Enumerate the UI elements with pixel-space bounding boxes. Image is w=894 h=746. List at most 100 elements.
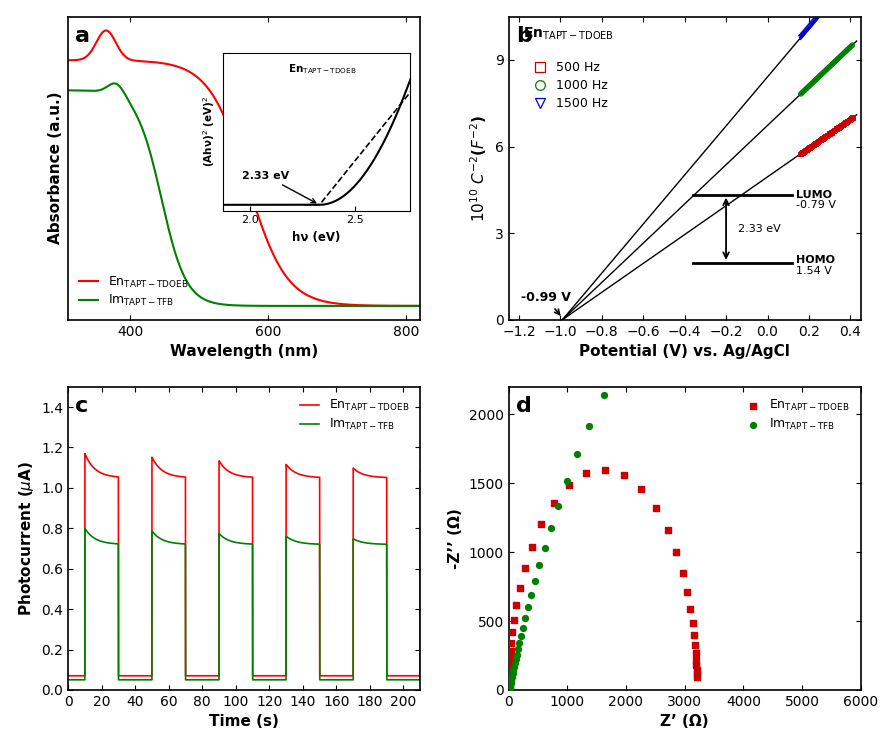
- Point: [810, 136, 824, 148]
- En$_\mathrm{TAPT-TDOEB}$: [502, 681, 516, 693]
- En$_\mathrm{TAPT-TDOEB}$: [502, 684, 516, 696]
- En$_\mathrm{TAPT-TDOEB}$: [688, 659, 703, 671]
- Point: [814, 68, 828, 80]
- Point: [811, 10, 825, 22]
- En$_\mathrm{TAPT-TDOEB}$: [502, 682, 516, 694]
- Point: [796, 28, 810, 40]
- Legend: En$_\mathrm{TAPT-TDOEB}$, Im$_\mathrm{TAPT-TFB}$: En$_\mathrm{TAPT-TDOEB}$, Im$_\mathrm{TA…: [741, 393, 854, 437]
- Point: [814, 6, 829, 18]
- Point: [811, 71, 825, 83]
- Im$_\mathrm{TAPT-TFB}$: [502, 683, 516, 695]
- En$_\mathrm{TAPT-TDOEB}$: [502, 684, 516, 696]
- En$_\mathrm{TAPT-TDOEB}$: [415, 301, 426, 310]
- En$_\mathrm{TAPT-TDOEB}$: [503, 645, 518, 657]
- Y-axis label: Photocurrent ($\mu$A): Photocurrent ($\mu$A): [17, 461, 36, 616]
- Im$_\mathrm{TAPT-TFB}$: [396, 675, 407, 684]
- Point: [841, 114, 856, 126]
- Point: [815, 132, 830, 144]
- En$_\mathrm{TAPT-TDOEB}$: [512, 582, 527, 594]
- Im$_\mathrm{TAPT-TFB}$: [503, 676, 518, 688]
- X-axis label: Time (s): Time (s): [209, 715, 279, 730]
- Point: [806, 75, 821, 87]
- En$_\mathrm{TAPT-TDOEB}$: [502, 684, 516, 696]
- Im$_\mathrm{TAPT-TFB}$: [804, 167, 818, 179]
- En$_\mathrm{TAPT-TDOEB}$: [509, 599, 523, 611]
- Im$_\mathrm{TAPT-TFB}$: [507, 657, 521, 669]
- Im$_\mathrm{TAPT-TFB}$: [63, 675, 73, 684]
- Im$_\mathrm{TAPT-TFB}$: [502, 680, 517, 692]
- Im$_\mathrm{TAPT-TFB}$: [502, 681, 516, 693]
- Im$_\mathrm{TAPT-TFB}$: [503, 677, 518, 689]
- Point: [827, 0, 841, 3]
- Legend: En$_\mathrm{TAPT-TDOEB}$, Im$_\mathrm{TAPT-TFB}$: En$_\mathrm{TAPT-TDOEB}$, Im$_\mathrm{TA…: [74, 269, 193, 313]
- Y-axis label: -Z’’ (Ω): -Z’’ (Ω): [448, 508, 462, 568]
- Im$_\mathrm{TAPT-TFB}$: [502, 680, 517, 692]
- Point: [837, 117, 851, 129]
- Point: [829, 54, 843, 66]
- En$_\mathrm{TAPT-TDOEB}$: [688, 653, 703, 665]
- Text: -0.99 V: -0.99 V: [520, 291, 570, 315]
- Point: [834, 119, 848, 131]
- Text: En$_\mathrm{TAPT-TDOEB}$: En$_\mathrm{TAPT-TDOEB}$: [522, 26, 613, 43]
- Point: [807, 74, 822, 86]
- En$_\mathrm{TAPT-TDOEB}$: [502, 684, 516, 696]
- Im$_\mathrm{TAPT-TFB}$: [502, 683, 516, 695]
- Point: [799, 81, 814, 93]
- En$_\mathrm{TAPT-TDOEB}$: [534, 518, 548, 530]
- Point: [796, 86, 810, 98]
- Point: [803, 19, 817, 31]
- Point: [808, 73, 822, 85]
- En$_\mathrm{TAPT-TDOEB}$: [502, 684, 516, 696]
- Point: [820, 129, 834, 141]
- Im$_\mathrm{TAPT-TFB}$: [631, 323, 645, 335]
- Point: [816, 131, 831, 143]
- Point: [795, 87, 809, 98]
- En$_\mathrm{TAPT-TDOEB}$: [685, 617, 699, 629]
- Point: [817, 65, 831, 77]
- Point: [821, 61, 835, 73]
- En$_\mathrm{TAPT-TDOEB}$: [561, 479, 575, 491]
- Im$_\mathrm{TAPT-TFB}$: [234, 301, 245, 310]
- Point: [844, 112, 858, 124]
- Im$_\mathrm{TAPT-TFB}$: [502, 683, 516, 695]
- En$_\mathrm{TAPT-TDOEB}$: [679, 586, 694, 598]
- Point: [840, 115, 855, 127]
- Im$_\mathrm{TAPT-TFB}$: [520, 601, 535, 613]
- Point: [833, 119, 848, 131]
- Im$_\mathrm{TAPT-TFB}$: [504, 669, 519, 681]
- Im$_\mathrm{TAPT-TFB}$: [508, 653, 522, 665]
- En$_\mathrm{TAPT-TDOEB}$: [80, 449, 90, 458]
- Point: [832, 120, 847, 132]
- En$_\mathrm{TAPT-TDOEB}$: [502, 683, 516, 695]
- Point: [804, 140, 818, 151]
- Point: [826, 125, 840, 137]
- Im$_\mathrm{TAPT-TFB}$: [502, 683, 516, 695]
- Point: [800, 22, 814, 34]
- Im$_\mathrm{TAPT-TFB}$: [340, 301, 350, 310]
- Point: [843, 113, 857, 125]
- En$_\mathrm{TAPT-TDOEB}$: [689, 671, 704, 683]
- Point: [830, 53, 844, 65]
- Im$_\mathrm{TAPT-TFB}$: [511, 637, 526, 649]
- En$_\mathrm{TAPT-TDOEB}$: [502, 670, 516, 682]
- Point: [822, 0, 837, 8]
- En$_\mathrm{TAPT-TDOEB}$: [648, 502, 662, 514]
- En$_\mathrm{TAPT-TDOEB}$: [669, 546, 683, 558]
- En$_\mathrm{TAPT-TDOEB}$: [506, 614, 520, 626]
- En$_\mathrm{TAPT-TDOEB}$: [502, 684, 516, 696]
- Point: [827, 56, 841, 68]
- Point: [794, 31, 808, 43]
- Point: [828, 123, 842, 135]
- En$_\mathrm{TAPT-TDOEB}$: [502, 672, 516, 684]
- En$_\mathrm{TAPT-TDOEB}$: [502, 683, 516, 695]
- Im$_\mathrm{TAPT-TFB}$: [504, 671, 519, 683]
- En$_\mathrm{TAPT-TDOEB}$: [502, 683, 516, 695]
- Point: [804, 78, 818, 90]
- Im$_\mathrm{TAPT-TFB}$: [513, 630, 527, 642]
- En$_\mathrm{TAPT-TDOEB}$: [84, 457, 95, 466]
- Point: [833, 50, 848, 62]
- Point: [835, 48, 849, 60]
- Point: [807, 137, 822, 149]
- En$_\mathrm{TAPT-TDOEB}$: [502, 684, 516, 696]
- Point: [822, 60, 836, 72]
